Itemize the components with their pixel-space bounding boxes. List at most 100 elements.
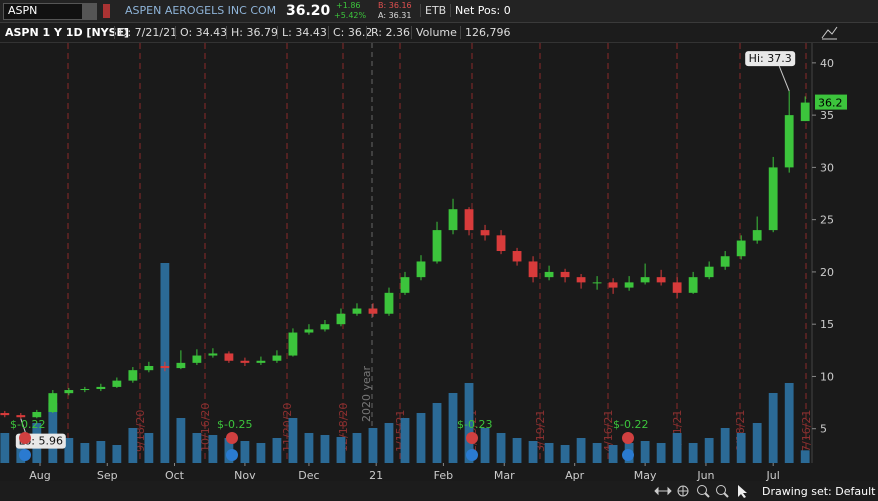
volume-bar — [144, 433, 154, 463]
change: +1.86 — [336, 1, 361, 10]
volume-bar — [400, 418, 410, 463]
y-tick-label: 10 — [820, 370, 834, 383]
last-price-box — [815, 94, 847, 110]
lo-pointer — [20, 418, 27, 434]
hi-pointer — [778, 65, 790, 92]
volume-bar — [448, 393, 458, 463]
symbol-box[interactable]: ASPN — [3, 3, 97, 20]
candle-body — [496, 235, 506, 252]
candle-body — [752, 230, 762, 241]
volume-bar — [576, 438, 586, 463]
volume-bar — [352, 433, 362, 463]
candle-body — [544, 271, 554, 278]
x-tick-label: Apr — [565, 469, 585, 481]
last-price-label: 36.2 — [818, 97, 843, 110]
candle-body — [288, 332, 298, 356]
candle-body — [176, 362, 186, 369]
x-tick-label: Jun — [696, 469, 714, 481]
candle-body — [448, 209, 458, 231]
y-tick-label: 25 — [820, 214, 834, 227]
volume-bar — [496, 433, 506, 463]
volume-bar — [512, 438, 522, 463]
x-tick-label: Dec — [298, 469, 319, 481]
volume-bar — [640, 441, 650, 463]
info-volume: 126,796 — [460, 26, 511, 39]
candle-body — [560, 271, 570, 278]
volume-bar — [208, 435, 218, 463]
candle-body — [304, 329, 314, 333]
candle-body — [736, 240, 746, 257]
event-icon — [19, 432, 31, 444]
event-label: $-0.22 — [10, 418, 45, 431]
y-tick-label: 15 — [820, 318, 834, 331]
candle-body — [432, 230, 442, 262]
info-volume-label: Volume — [411, 26, 457, 39]
info-bar: ASPN 1 Y 1D [NYSE] D: 7/21/21 O: 34.43 H… — [0, 23, 878, 43]
footer: Drawing set: Default — [0, 481, 878, 501]
candle-body — [192, 355, 202, 363]
chart: 2020 year 9/18/20 10/16/20 11/20/20 12/18/2… — [0, 43, 847, 481]
volume-bar — [240, 441, 250, 463]
volume-bar — [800, 450, 810, 463]
x-tick-label: Sep — [97, 469, 118, 481]
candle-body — [224, 353, 234, 361]
candle-body — [0, 413, 10, 416]
volume-bar — [272, 438, 282, 463]
candle-body — [656, 277, 666, 283]
volume-bar — [672, 433, 682, 463]
volume-bar — [192, 433, 202, 463]
info-range: R: 2.36 — [366, 26, 410, 39]
x-tick-label: May — [634, 469, 657, 481]
volume-bar — [320, 435, 330, 463]
info-low: L: 34.43 — [277, 26, 327, 39]
volume-bar — [368, 428, 378, 463]
event-icon — [622, 432, 634, 444]
earnings-icon — [466, 449, 478, 461]
candle-body — [768, 167, 778, 231]
earnings-icon — [226, 449, 238, 461]
earnings-icon — [622, 449, 634, 461]
volume-bar — [720, 428, 730, 463]
volume-bar — [16, 438, 26, 463]
candle-body — [64, 390, 74, 394]
company: ASPEN AEROGELS INC COM — [125, 4, 277, 17]
x-tick-label: Aug — [29, 469, 50, 481]
volume-bar — [80, 443, 90, 463]
volume-bar — [112, 445, 122, 463]
candle-body — [416, 261, 426, 278]
x-tick-label: Mar — [494, 469, 515, 481]
volume-bar — [768, 393, 778, 463]
earnings-icon — [19, 449, 31, 461]
hi-box — [745, 51, 796, 67]
info-high: H: 36.79 — [226, 26, 278, 39]
y-tick-label: 30 — [820, 161, 834, 174]
event-icon — [466, 432, 478, 444]
candle-body — [208, 353, 218, 356]
y-tick-label: 5 — [820, 423, 827, 436]
candle-body — [272, 355, 282, 361]
etb: ETB — [420, 4, 446, 17]
info-close: C: 36.2 — [328, 26, 372, 39]
candle-body — [48, 393, 58, 412]
info-open: O: 34.43 — [175, 26, 227, 39]
candle-body — [720, 256, 730, 267]
toolbar-icons[interactable] — [652, 483, 752, 499]
style-icon[interactable] — [820, 24, 838, 40]
candle-body — [240, 360, 250, 363]
candle-body — [640, 277, 650, 283]
volume-bar — [256, 443, 266, 463]
candle-body — [368, 308, 378, 314]
volume-bar — [64, 438, 74, 463]
volume-bar — [528, 441, 538, 463]
volume-bar — [0, 433, 10, 463]
plot-area — [0, 43, 812, 463]
candle-body — [784, 115, 794, 168]
candle-body — [576, 277, 586, 283]
info-date: D: 7/21/21 — [114, 26, 177, 39]
candle-body — [512, 251, 522, 262]
candle-body — [144, 365, 154, 371]
volume-bar — [128, 428, 138, 463]
volume-bar — [336, 437, 346, 463]
candle-body — [480, 230, 490, 236]
